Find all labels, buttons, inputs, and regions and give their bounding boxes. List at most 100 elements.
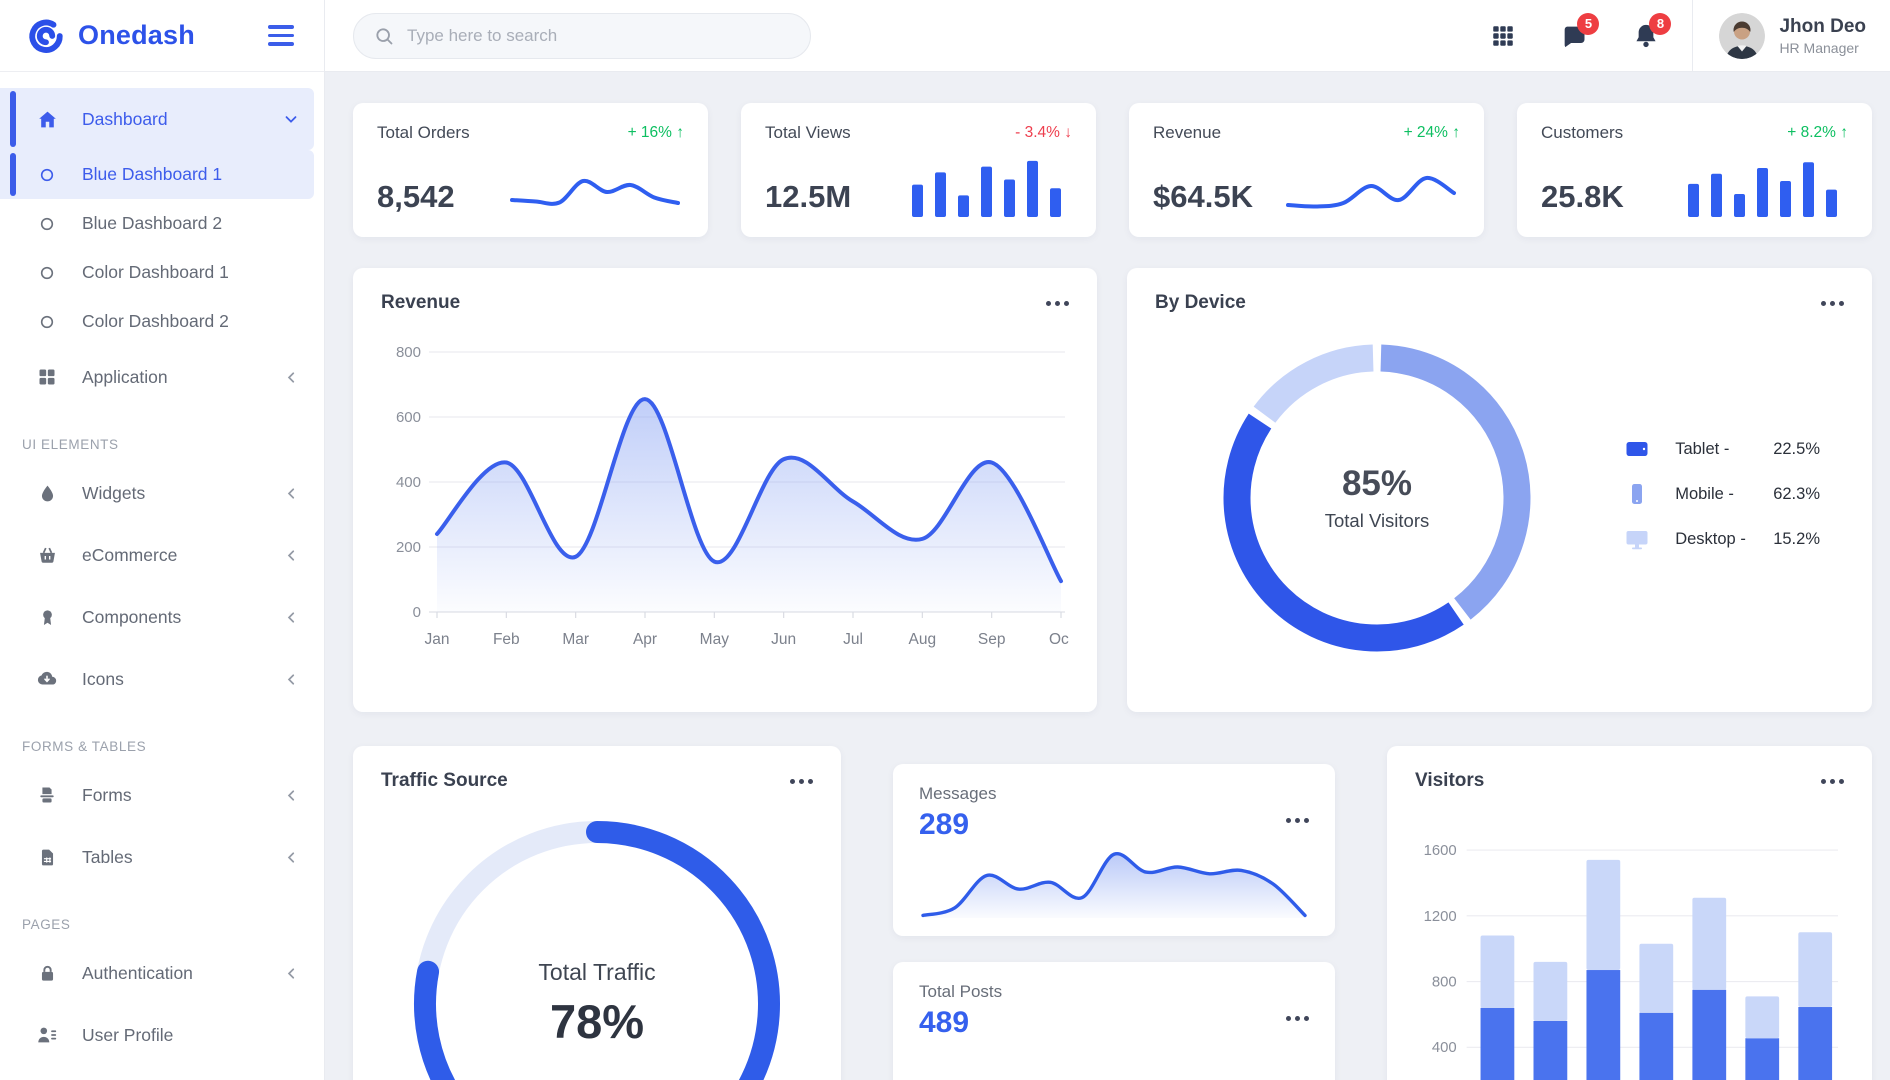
topbar: 5 8: [325, 0, 1890, 72]
svg-text:Jan: Jan: [425, 631, 450, 648]
svg-text:800: 800: [1432, 975, 1457, 991]
printer-icon: [36, 784, 58, 806]
sidebar-item-icons[interactable]: Icons: [0, 648, 324, 710]
sidebar-item-dashboard[interactable]: Dashboard: [0, 88, 314, 150]
traffic-source-card: Traffic Source Total Traffic 78%: [353, 746, 841, 1080]
device-donut-chart: 85% Total Visitors: [1212, 333, 1542, 663]
chevron-down-icon: [282, 110, 300, 128]
sidebar-item-forms[interactable]: Forms: [0, 764, 324, 826]
total-traffic-value: 78%: [549, 995, 645, 1048]
content: Total Orders + 16% ↑ 8,542 Total Views - 3.4…: [325, 72, 1890, 1080]
chevron-left-icon: [283, 609, 300, 626]
main-area: 5 8: [325, 0, 1890, 1080]
tablet-icon: [1625, 437, 1649, 461]
visitors-menu-icon[interactable]: [1821, 775, 1844, 788]
sidebar-item-label: Application: [82, 366, 168, 387]
sidebar-item-tables[interactable]: Tables: [0, 826, 324, 888]
stat-value: 25.8K: [1541, 179, 1624, 214]
svg-text:Feb: Feb: [493, 631, 520, 648]
legend-value: 15.2%: [1773, 529, 1820, 548]
sidebar-item-color-dashboard-1[interactable]: Color Dashboard 1: [0, 248, 324, 297]
by-device-body: 85% Total Visitors Tablet - 22.5% Mobile -…: [1155, 314, 1844, 674]
svg-text:Aug: Aug: [909, 631, 937, 648]
sidebar-item-user-profile[interactable]: User Profile: [0, 1004, 324, 1066]
sidebar-item-label: Components: [82, 606, 182, 627]
stat-sparkline-bars: [912, 160, 1061, 217]
legend-label: Mobile -: [1675, 484, 1734, 503]
visitors-title: Visitors: [1415, 770, 1485, 791]
droplet-icon: [36, 482, 58, 504]
svg-text:1200: 1200: [1424, 909, 1457, 925]
radio-icon: [36, 213, 58, 235]
traffic-source-menu-icon[interactable]: [790, 775, 813, 788]
chevron-left-icon: [283, 547, 300, 564]
stat-card-total-orders: Total Orders + 16% ↑ 8,542: [353, 103, 708, 237]
total-posts-card: Total Posts 489: [893, 962, 1335, 1080]
sidebar-item-components[interactable]: Components: [0, 586, 324, 648]
visitors-card: Visitors 1600 1200 800 400: [1387, 746, 1872, 1080]
lock-icon: [36, 962, 58, 984]
stat-delta: + 24% ↑: [1403, 124, 1460, 141]
messages-card: Messages 289: [893, 764, 1335, 936]
radio-icon: [36, 164, 58, 186]
apps-grid-icon[interactable]: [1490, 23, 1516, 49]
sidebar-item-label: Color Dashboard 2: [82, 311, 229, 331]
stat-value: 8,542: [377, 179, 455, 214]
sidebar-item-label: Widgets: [82, 482, 146, 503]
svg-text:Oct: Oct: [1049, 631, 1069, 648]
legend-label: Tablet -: [1675, 439, 1730, 458]
stat-sparkline-bars: [1688, 162, 1837, 217]
stat-delta: - 3.4% ↓: [1015, 124, 1072, 141]
menu-toggle-icon[interactable]: [264, 21, 298, 50]
svg-text:600: 600: [396, 409, 421, 426]
stat-card-revenue: Revenue + 24% ↑ $64.5K: [1129, 103, 1484, 237]
stat-sparkline-line: [510, 178, 680, 206]
sidebar-item-blue-dashboard-1[interactable]: Blue Dashboard 1: [0, 150, 314, 199]
search-box[interactable]: [353, 12, 811, 59]
stat-delta: + 8.2% ↑: [1787, 124, 1848, 141]
stat-value: 12.5M: [765, 179, 852, 214]
chevron-left-icon: [283, 787, 300, 804]
sidebar-item-authentication[interactable]: Authentication: [0, 942, 324, 1004]
cloud-icon: [36, 668, 58, 690]
notifications-bell-icon[interactable]: 8: [1632, 12, 1672, 50]
app-logo[interactable]: Onedash: [26, 16, 195, 56]
radio-icon: [36, 262, 58, 284]
revenue-card-menu-icon[interactable]: [1046, 297, 1069, 310]
messages-icon[interactable]: 5: [1560, 12, 1600, 50]
stat-label: Revenue: [1153, 123, 1222, 142]
legend-label: Desktop -: [1675, 529, 1746, 548]
sidebar-item-widgets[interactable]: Widgets: [0, 462, 324, 524]
revenue-chart-card: Revenue 800 600 400 200 0 Jan Feb Mar Apr May Jun J…: [353, 268, 1097, 712]
messages-badge: 5: [1577, 12, 1600, 35]
app-name: Onedash: [78, 20, 195, 50]
radio-icon: [36, 311, 58, 333]
sidebar-section-pages: PAGES: [22, 916, 71, 932]
sidebar-item-ecommerce[interactable]: eCommerce: [0, 524, 324, 586]
svg-text:200: 200: [396, 539, 421, 556]
svg-text:Jun: Jun: [771, 631, 796, 648]
chevron-left-icon: [283, 849, 300, 866]
legend-value: 62.3%: [1773, 484, 1820, 503]
messages-value: 289: [919, 808, 970, 841]
sidebar-item-application[interactable]: Application: [0, 346, 324, 408]
search-input[interactable]: [407, 25, 790, 46]
sidebar-item-label: Authentication: [82, 962, 193, 983]
by-device-card-menu-icon[interactable]: [1821, 297, 1844, 310]
home-icon: [36, 108, 58, 130]
sidebar-item-color-dashboard-2[interactable]: Color Dashboard 2: [0, 297, 324, 346]
messages-menu-icon[interactable]: [1286, 814, 1309, 842]
stat-card-customers: Customers + 8.2% ↑ 25.8K: [1517, 103, 1872, 237]
logo-icon: [26, 16, 66, 56]
basket-icon: [36, 544, 58, 566]
sidebar-item-label: Dashboard: [82, 108, 168, 129]
sidebar-section-ui-elements: UI ELEMENTS: [22, 436, 119, 452]
total-posts-menu-icon[interactable]: [1286, 1012, 1309, 1040]
user-menu[interactable]: Jhon Deo HR Manager: [1719, 12, 1866, 59]
svg-text:Apr: Apr: [633, 631, 657, 648]
sidebar-item-blue-dashboard-2[interactable]: Blue Dashboard 2: [0, 199, 324, 248]
visitors-stacked-bar-chart: 1600 1200 800 400: [1424, 843, 1839, 1080]
search-icon: [374, 26, 394, 46]
